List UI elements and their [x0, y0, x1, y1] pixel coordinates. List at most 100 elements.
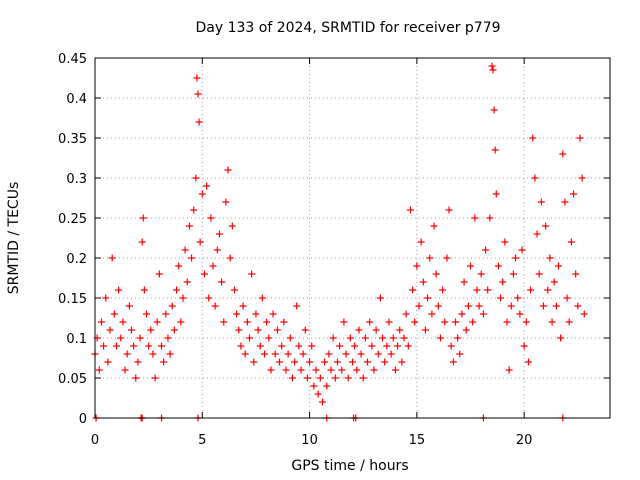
data-point [102, 294, 110, 302]
data-point [241, 350, 249, 358]
data-point [203, 182, 211, 190]
data-point [198, 190, 206, 198]
data-point [306, 358, 314, 366]
data-point [243, 318, 251, 326]
data-point [482, 246, 490, 254]
data-point [353, 366, 361, 374]
data-point [149, 350, 157, 358]
data-point [226, 254, 234, 262]
data-point [374, 350, 382, 358]
data-point [379, 334, 387, 342]
data-point [372, 326, 380, 334]
data-point [443, 254, 451, 262]
data-point [578, 174, 586, 182]
data-point [454, 334, 462, 342]
data-point [486, 214, 494, 222]
y-tick-label: 0.3 [66, 172, 87, 187]
data-point [293, 302, 301, 310]
data-point [340, 318, 348, 326]
data-point [387, 350, 395, 358]
data-point [207, 214, 215, 222]
x-tick-label: 5 [198, 433, 206, 448]
data-point [479, 310, 487, 318]
data-point [168, 302, 176, 310]
data-point [524, 358, 532, 366]
y-tick-label: 0.15 [58, 292, 87, 307]
data-point [239, 302, 247, 310]
data-point [110, 310, 118, 318]
data-point [505, 366, 513, 374]
data-point [170, 326, 178, 334]
data-point [192, 174, 200, 182]
axis-ticks: 0 0.05 0.1 0.15 0.2 0.25 0.3 0.35 0.4 0.45 0 5 10 15 2… [58, 52, 610, 448]
data-point [256, 342, 264, 350]
data-point [333, 358, 341, 366]
data-point [364, 358, 372, 366]
data-point [308, 342, 316, 350]
data-point [527, 286, 535, 294]
data-point [314, 390, 322, 398]
data-point [173, 286, 181, 294]
data-point [215, 230, 223, 238]
data-point [323, 382, 331, 390]
data-point [359, 374, 367, 382]
data-point [310, 382, 318, 390]
data-point [396, 326, 404, 334]
data-point [499, 278, 507, 286]
data-point [136, 334, 144, 342]
data-point [220, 318, 228, 326]
data-point [469, 318, 477, 326]
data-point [185, 222, 193, 230]
data-point [381, 358, 389, 366]
data-point [539, 302, 547, 310]
data-point [153, 318, 161, 326]
data-point [183, 278, 191, 286]
data-point [441, 318, 449, 326]
data-point [179, 294, 187, 302]
data-point [188, 254, 196, 262]
data-point [130, 342, 138, 350]
data-point [385, 318, 393, 326]
data-point [415, 302, 423, 310]
data-point [318, 398, 326, 406]
data-point [263, 318, 271, 326]
data-point [211, 302, 219, 310]
data-point [432, 270, 440, 278]
data-point [557, 334, 565, 342]
data-point [276, 358, 284, 366]
data-point [552, 302, 560, 310]
data-point [282, 366, 290, 374]
data-point [123, 350, 131, 358]
data-point [494, 262, 502, 270]
y-tick-label: 0.35 [58, 132, 87, 147]
data-point [177, 318, 185, 326]
data-point [158, 342, 166, 350]
data-point [436, 334, 444, 342]
data-point [104, 358, 112, 366]
data-point [222, 198, 230, 206]
data-point [138, 238, 146, 246]
y-tick-label: 0.4 [66, 92, 87, 107]
data-point [434, 302, 442, 310]
y-tick-label: 0.45 [58, 52, 87, 67]
data-point [567, 238, 575, 246]
data-point [559, 150, 567, 158]
data-point [509, 270, 517, 278]
data-point [467, 262, 475, 270]
data-point [108, 254, 116, 262]
x-tick-label: 20 [516, 433, 533, 448]
data-point [355, 326, 363, 334]
data-point [336, 342, 344, 350]
data-point [349, 358, 356, 366]
data-point [175, 262, 183, 270]
data-point [230, 286, 238, 294]
data-point [576, 134, 584, 142]
plot-frame [94, 57, 611, 419]
x-axis-label: GPS time / hours [291, 458, 408, 474]
data-point [535, 270, 543, 278]
data-point [106, 326, 114, 334]
data-point [342, 350, 350, 358]
data-point [366, 318, 374, 326]
data-point [147, 326, 155, 334]
